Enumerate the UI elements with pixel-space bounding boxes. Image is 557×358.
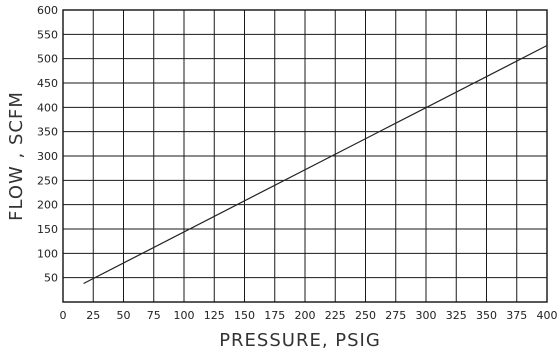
x-tick-label: 75 <box>147 309 161 322</box>
x-tick-labels: 0 25 50 75 100 125 150 175 200 225 250 275 300 325 350… <box>60 309 557 322</box>
y-tick-label: 500 <box>37 53 58 66</box>
x-axis-title: PRESSURE, PSIG <box>219 330 381 351</box>
x-tick-label: 150 <box>234 309 255 322</box>
y-tick-label: 450 <box>37 77 58 90</box>
y-tick-label: 250 <box>37 174 58 187</box>
x-tick-label: 175 <box>264 309 285 322</box>
x-tick-label: 400 <box>537 309 557 322</box>
y-tick-label: 550 <box>37 28 58 41</box>
x-tick-label: 50 <box>117 309 131 322</box>
y-tick-label: 600 <box>37 4 58 17</box>
y-tick-label: 50 <box>44 272 58 285</box>
x-tick-label: 225 <box>325 309 346 322</box>
x-tick-label: 300 <box>416 309 437 322</box>
y-tick-label: 300 <box>37 150 58 163</box>
grid-lines <box>63 10 547 302</box>
x-tick-label: 100 <box>174 309 195 322</box>
y-tick-label: 150 <box>37 223 58 236</box>
x-tick-label: 250 <box>355 309 376 322</box>
series-line <box>83 44 548 285</box>
x-tick-label: 125 <box>204 309 225 322</box>
series-layer <box>83 44 548 285</box>
y-tick-label: 400 <box>37 101 58 114</box>
x-tick-label: 0 <box>60 309 67 322</box>
x-tick-label: 25 <box>86 309 100 322</box>
x-tick-label: 350 <box>476 309 497 322</box>
y-tick-label: 350 <box>37 126 58 139</box>
y-tick-label: 200 <box>37 199 58 212</box>
y-tick-label: 100 <box>37 247 58 260</box>
x-tick-label: 275 <box>385 309 406 322</box>
x-tick-label: 375 <box>506 309 527 322</box>
x-tick-label: 200 <box>295 309 316 322</box>
x-tick-label: 325 <box>446 309 467 322</box>
y-tick-labels: 50 100 150 200 250 300 350 400 450 500 550 600 <box>37 4 58 285</box>
y-axis-title: FLOW , SCFM <box>6 91 27 221</box>
plot-frame <box>62 9 548 303</box>
